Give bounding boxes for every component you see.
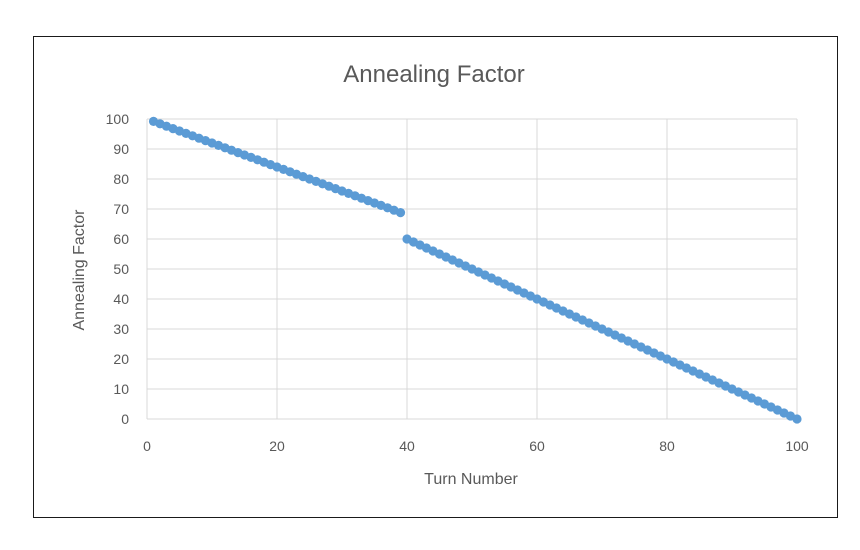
tick-labels: 0 10 20 30 40 50 60 70 80 90 100 0 20 40 60 80 100 <box>106 111 809 454</box>
y-tick-label: 60 <box>113 231 129 247</box>
x-tick-label: 40 <box>399 438 415 454</box>
x-tick-label: 100 <box>785 438 809 454</box>
y-tick-label: 40 <box>113 291 129 307</box>
x-tick-label: 0 <box>143 438 151 454</box>
chart-frame: Annealing Factor 0 10 20 30 40 50 60 70 80 90 100 0… <box>33 36 838 518</box>
x-tick-label: 60 <box>529 438 545 454</box>
y-tick-label: 80 <box>113 171 129 187</box>
y-tick-label: 0 <box>121 411 129 427</box>
data-points <box>148 116 802 424</box>
y-tick-label: 50 <box>113 261 129 277</box>
y-tick-label: 20 <box>113 351 129 367</box>
y-tick-label: 70 <box>113 201 129 217</box>
x-tick-label: 20 <box>269 438 285 454</box>
chart-title: Annealing Factor <box>343 61 524 88</box>
y-tick-label: 30 <box>113 321 129 337</box>
y-tick-label: 100 <box>106 111 130 127</box>
x-tick-label: 80 <box>659 438 675 454</box>
y-axis-label: Annealing Factor <box>71 209 88 331</box>
annealing-factor-chart: Annealing Factor 01020304050607080901000… <box>71 61 809 488</box>
y-tick-label: 10 <box>113 381 129 397</box>
x-axis-label: Turn Number <box>424 471 518 488</box>
data-point <box>792 414 802 424</box>
y-tick-label: 90 <box>113 141 129 157</box>
data-point <box>395 208 406 218</box>
